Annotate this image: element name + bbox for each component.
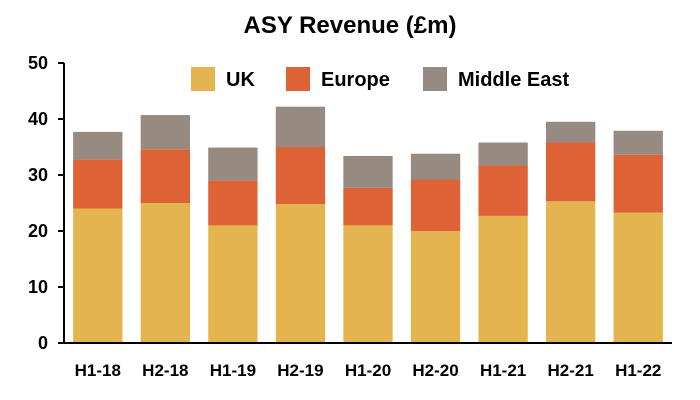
- bar-uk-h2-19: [275, 204, 326, 343]
- x-tick-label: H1-21: [480, 361, 526, 380]
- x-tick-label: H2-21: [548, 361, 594, 380]
- x-tick-label: H1-20: [345, 361, 391, 380]
- legend-swatch-europe: [286, 67, 310, 91]
- x-tick-label: H1-18: [75, 361, 121, 380]
- y-tick-label: 40: [28, 109, 48, 129]
- bar-uk-h2-21: [546, 201, 596, 343]
- y-tick-label: 10: [28, 277, 48, 297]
- bar-uk-h1-22: [613, 212, 663, 343]
- bar-middle-east-h2-19: [275, 106, 326, 147]
- legend-label-uk: UK: [226, 69, 255, 91]
- bar-europe-h1-19: [208, 180, 258, 226]
- chart-title: ASY Revenue (£m): [243, 12, 457, 39]
- x-tick-label: H2-19: [277, 361, 323, 380]
- legend-swatch-uk: [191, 67, 215, 91]
- bar-uk-h1-20: [343, 225, 393, 343]
- bar-europe-h1-18: [73, 159, 123, 209]
- bar-uk-h1-21: [478, 215, 528, 343]
- bar-europe-h2-21: [546, 142, 596, 202]
- legend-label-europe: Europe: [321, 69, 390, 91]
- bar-middle-east-h1-18: [73, 131, 123, 160]
- bar-europe-h1-21: [478, 165, 528, 216]
- bar-middle-east-h2-18: [140, 115, 190, 150]
- y-tick-label: 50: [28, 53, 48, 73]
- bar-europe-h1-20: [343, 187, 393, 226]
- bar-europe-h1-22: [613, 154, 663, 213]
- bar-europe-h2-18: [140, 149, 190, 203]
- bar-middle-east-h1-22: [613, 130, 663, 155]
- y-tick-label: 20: [28, 221, 48, 241]
- legend-label-middle-east: Middle East: [458, 69, 569, 91]
- y-tick-label: 0: [38, 333, 48, 353]
- bar-middle-east-h1-21: [478, 142, 528, 166]
- bar-uk-h2-18: [140, 203, 190, 343]
- bar-europe-h2-20: [410, 179, 461, 231]
- bar-middle-east-h1-19: [208, 147, 258, 181]
- x-tick-label: H1-22: [615, 361, 661, 380]
- x-tick-label: H2-20: [412, 361, 458, 380]
- legend: UK Europe Middle East: [191, 67, 569, 91]
- bar-middle-east-h1-20: [343, 155, 393, 188]
- x-tick-label: H2-18: [142, 361, 188, 380]
- bar-uk-h2-20: [410, 231, 461, 343]
- bar-middle-east-h2-20: [410, 153, 461, 180]
- bar-europe-h2-19: [275, 147, 326, 205]
- bar-middle-east-h2-21: [546, 121, 596, 143]
- legend-swatch-middle-east: [423, 67, 447, 91]
- bar-uk-h1-19: [208, 225, 258, 343]
- y-tick-label: 30: [28, 165, 48, 185]
- bars-group: [73, 106, 663, 343]
- bar-uk-h1-18: [73, 208, 123, 343]
- x-tick-label: H1-19: [210, 361, 256, 380]
